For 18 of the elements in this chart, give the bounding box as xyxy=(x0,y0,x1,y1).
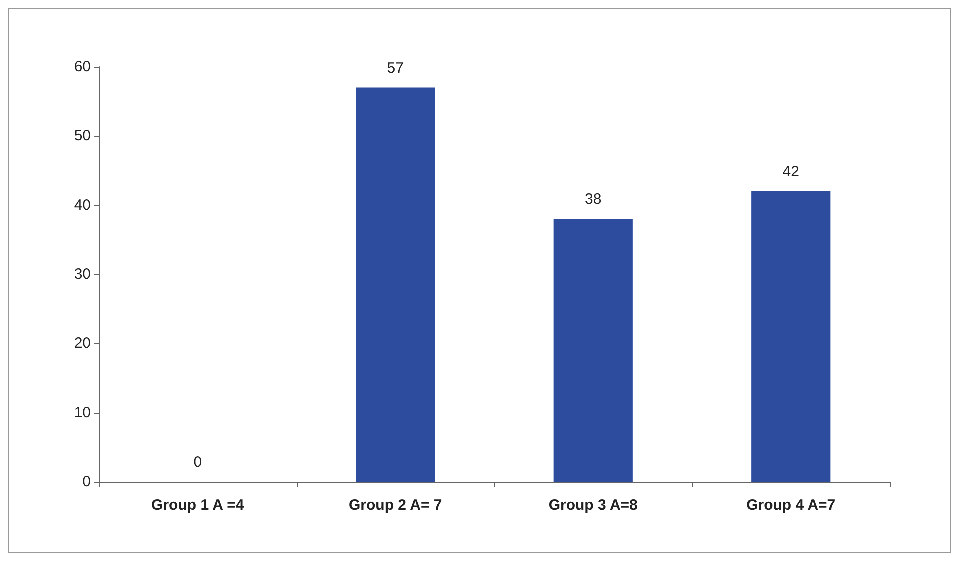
y-tick-label: 40 xyxy=(74,196,91,214)
x-tick-label: Group 1 A =4 xyxy=(152,497,245,514)
y-tick-label: 10 xyxy=(74,404,91,422)
bar xyxy=(554,219,633,482)
data-label: 42 xyxy=(782,164,800,180)
y-tick-label: 20 xyxy=(74,335,91,352)
y-tick-label: 60 xyxy=(74,58,91,76)
x-tick-label: Group 3 A=8 xyxy=(548,497,638,514)
y-tick-label: 0 xyxy=(82,474,91,490)
bar xyxy=(752,192,831,482)
data-label: 38 xyxy=(585,191,602,208)
bar xyxy=(356,88,436,482)
x-tick-label: Group 2 A= 7 xyxy=(349,497,442,514)
data-label: 57 xyxy=(387,60,404,77)
data-label: 0 xyxy=(194,454,202,471)
y-tick-label: 30 xyxy=(74,266,91,283)
x-tick-label: Group 4 A=7 xyxy=(746,497,836,514)
y-tick-label: 50 xyxy=(74,128,91,145)
